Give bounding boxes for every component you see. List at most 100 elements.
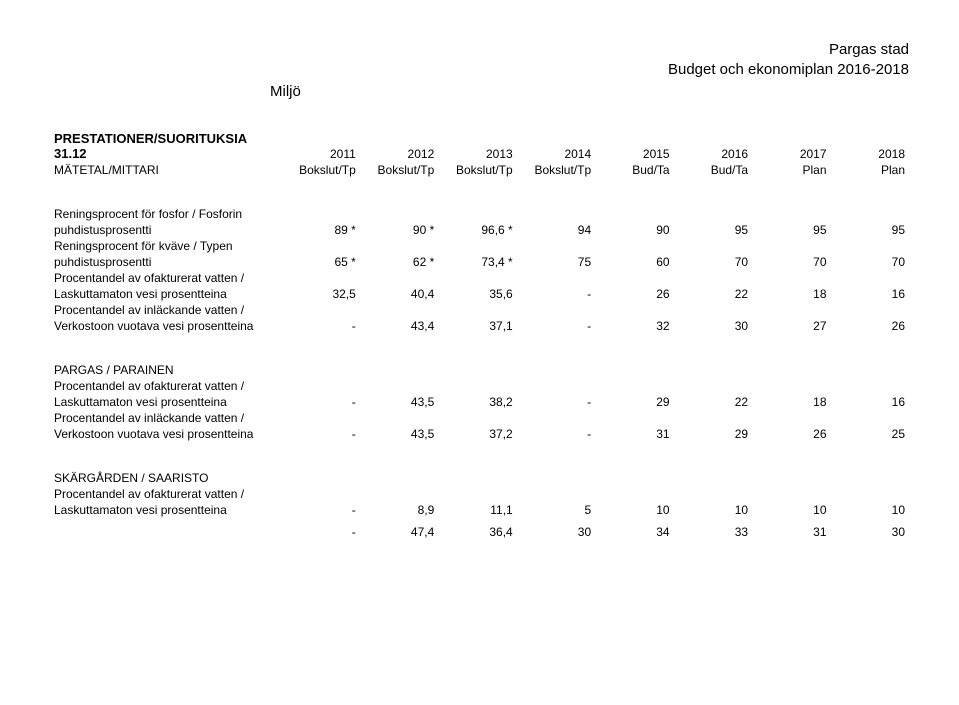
cell: 31 — [752, 524, 830, 540]
cell: 47,4 — [360, 524, 438, 540]
cell: - — [517, 318, 595, 334]
mittari-col: Bokslut/Tp — [360, 162, 438, 178]
table-row: Procentandel av ofakturerat vatten / — [50, 378, 909, 394]
cell: 26 — [595, 286, 673, 302]
cell: - — [517, 394, 595, 410]
cell: 31 — [595, 426, 673, 442]
cell: 22 — [674, 394, 752, 410]
cell: 37,1 — [438, 318, 516, 334]
cell: 90 * — [360, 222, 438, 238]
cell: - — [517, 426, 595, 442]
doc-header-line1: Pargas stad — [50, 40, 909, 60]
mittari-row: MÄTETAL/MITTARI Bokslut/Tp Bokslut/Tp Bo… — [50, 162, 909, 178]
cell: 8,9 — [360, 502, 438, 518]
prest-title: PRESTATIONER/SUORITUKSIA 31.12 — [54, 131, 247, 161]
cell: - — [517, 286, 595, 302]
cell: - — [281, 524, 359, 540]
cell: 89 * — [281, 222, 359, 238]
cell: 27 — [752, 318, 830, 334]
cell: 36,4 — [438, 524, 516, 540]
cell: 43,4 — [360, 318, 438, 334]
cell: - — [281, 394, 359, 410]
row-label: Laskuttamaton vesi prosentteina — [50, 502, 281, 518]
year-cell: 2012 — [360, 130, 438, 162]
row-label: Procentandel av inläckande vatten / — [50, 410, 281, 426]
section-title: SKÄRGÅRDEN / SAARISTO — [50, 470, 281, 486]
cell: 16 — [831, 286, 909, 302]
section-title-row: PARGAS / PARAINEN — [50, 362, 909, 378]
row-label: Verkostoon vuotava vesi prosentteina — [50, 426, 281, 442]
cell: 35,6 — [438, 286, 516, 302]
cell: 70 — [674, 254, 752, 270]
table-row: Procentandel av ofakturerat vatten / — [50, 270, 909, 286]
mittari-col: Bud/Ta — [674, 162, 752, 178]
table-row: Procentandel av inläckande vatten / — [50, 302, 909, 318]
cell: 26 — [831, 318, 909, 334]
cell: 10 — [595, 502, 673, 518]
year-cell: 2014 — [517, 130, 595, 162]
table-row: Reningsprocent för fosfor / Fosforin — [50, 206, 909, 222]
cell: 29 — [674, 426, 752, 442]
cell: 33 — [674, 524, 752, 540]
row-label: Laskuttamaton vesi prosentteina — [50, 394, 281, 410]
row-label: puhdistusprosentti — [50, 222, 281, 238]
cell: 34 — [595, 524, 673, 540]
cell: 96,6 * — [438, 222, 516, 238]
cell: - — [281, 318, 359, 334]
cell: 29 — [595, 394, 673, 410]
cell: 32 — [595, 318, 673, 334]
cell: 43,5 — [360, 394, 438, 410]
cell: 37,2 — [438, 426, 516, 442]
mittari-col: Bokslut/Tp — [517, 162, 595, 178]
section-label: Miljö — [270, 83, 909, 100]
table-row: Procentandel av inläckande vatten / — [50, 410, 909, 426]
mittari-col: Bud/Ta — [595, 162, 673, 178]
mittari-col: Bokslut/Tp — [438, 162, 516, 178]
year-cell: 2016 — [674, 130, 752, 162]
cell: 43,5 — [360, 426, 438, 442]
section-title-row: SKÄRGÅRDEN / SAARISTO — [50, 470, 909, 486]
table-row: Laskuttamaton vesi prosentteina - 8,9 11… — [50, 502, 909, 518]
cell: 38,2 — [438, 394, 516, 410]
cell: 73,4 * — [438, 254, 516, 270]
cell: - — [281, 426, 359, 442]
cell: 95 — [674, 222, 752, 238]
year-cell: 2015 — [595, 130, 673, 162]
table-row: Laskuttamaton vesi prosentteina 32,5 40,… — [50, 286, 909, 302]
table-row: Reningsprocent för kväve / Typen — [50, 238, 909, 254]
cell: 25 — [831, 426, 909, 442]
row-label — [50, 524, 281, 540]
row-label: Laskuttamaton vesi prosentteina — [50, 286, 281, 302]
cell: 94 — [517, 222, 595, 238]
cell: 40,4 — [360, 286, 438, 302]
cell: 95 — [831, 222, 909, 238]
cell: 32,5 — [281, 286, 359, 302]
year-header-row: PRESTATIONER/SUORITUKSIA 31.12 2011 2012… — [50, 130, 909, 162]
cell: 10 — [831, 502, 909, 518]
cell: 65 * — [281, 254, 359, 270]
mittari-col: Plan — [752, 162, 830, 178]
table-row: Verkostoon vuotava vesi prosentteina - 4… — [50, 426, 909, 442]
row-label: Verkostoon vuotava vesi prosentteina — [50, 318, 281, 334]
mittari-col: Plan — [831, 162, 909, 178]
cell: 30 — [831, 524, 909, 540]
cell: 30 — [674, 318, 752, 334]
cell: 95 — [752, 222, 830, 238]
doc-header: Pargas stad Budget och ekonomiplan 2016-… — [50, 40, 909, 79]
table-row: Procentandel av ofakturerat vatten / — [50, 486, 909, 502]
cell: 30 — [517, 524, 595, 540]
row-label: Procentandel av ofakturerat vatten / — [50, 270, 281, 286]
main-table: PRESTATIONER/SUORITUKSIA 31.12 2011 2012… — [50, 130, 909, 540]
cell: 18 — [752, 286, 830, 302]
cell: 5 — [517, 502, 595, 518]
row-label: Procentandel av ofakturerat vatten / — [50, 378, 281, 394]
mittari-col: Bokslut/Tp — [281, 162, 359, 178]
cell: 26 — [752, 426, 830, 442]
row-label: Procentandel av ofakturerat vatten / — [50, 486, 281, 502]
row-label: Reningsprocent för kväve / Typen — [50, 238, 281, 254]
cell: 70 — [752, 254, 830, 270]
row-label: puhdistusprosentti — [50, 254, 281, 270]
year-cell: 2011 — [281, 130, 359, 162]
year-cell: 2018 — [831, 130, 909, 162]
cell: 18 — [752, 394, 830, 410]
